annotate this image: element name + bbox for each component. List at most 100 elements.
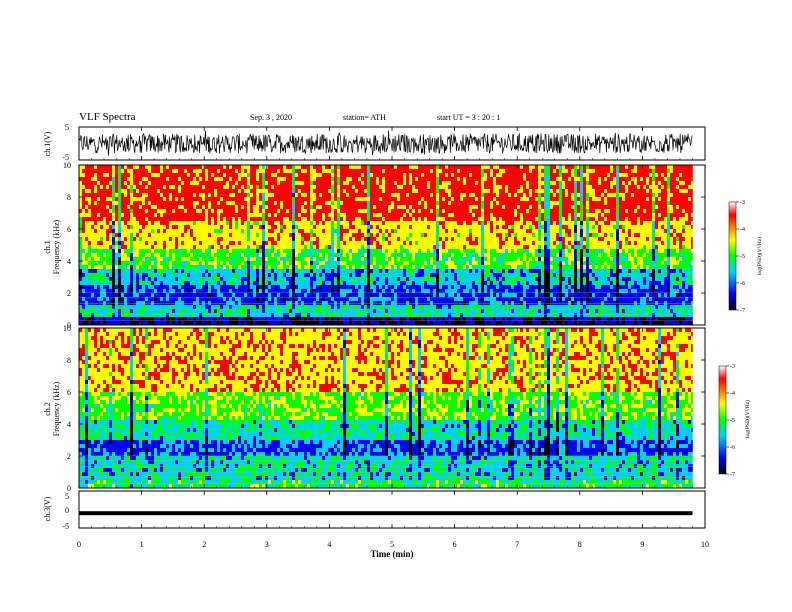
spectrogram-cell: [148, 169, 151, 173]
spectrogram-cell: [181, 261, 184, 265]
spectrogram-cell: [175, 257, 178, 261]
spectrogram-cell: [205, 245, 208, 249]
spectrogram-cell: [187, 233, 190, 237]
spectrogram-cell: [106, 277, 109, 281]
spectrogram-cell: [97, 257, 100, 261]
spectrogram-cell: [136, 181, 139, 185]
spectrogram-cell: [259, 209, 262, 213]
spectrogram-cell: [142, 165, 145, 169]
spectrogram-cell: [202, 241, 205, 245]
spectrogram-cell: [262, 169, 265, 173]
spectrogram-cell: [97, 181, 100, 185]
spectrogram-cell: [235, 225, 238, 229]
spectrogram-cell: [211, 233, 214, 237]
spectrogram-cell: [139, 209, 142, 213]
spectrogram-cell: [100, 201, 103, 205]
spectrogram-cell: [214, 237, 217, 241]
spectrogram-cell: [94, 221, 97, 225]
spectrogram-cell: [106, 181, 109, 185]
spectrogram-cell: [262, 269, 265, 273]
spectrogram-cell: [100, 229, 103, 233]
spectrogram-cell: [106, 281, 109, 285]
spectrogram-cell: [160, 245, 163, 249]
spectrogram-cell: [172, 277, 175, 281]
spectrogram-cell: [268, 213, 271, 217]
spectrogram-cell: [106, 261, 109, 265]
spectrogram-cell: [169, 233, 172, 237]
spectrogram-cell: [199, 233, 202, 237]
spectrogram-cell: [106, 221, 109, 225]
spectrogram-cell: [88, 241, 91, 245]
spectrogram-cell: [172, 253, 175, 257]
spectrogram-cell: [121, 185, 124, 189]
spectrogram-cell: [241, 177, 244, 181]
spectrogram-cell: [229, 169, 232, 173]
spectrogram-cell: [187, 241, 190, 245]
spectrogram-cell: [271, 189, 274, 193]
spectrogram-cell: [256, 213, 259, 217]
spectrogram-cell: [157, 237, 160, 241]
spectrogram-cell: [223, 253, 226, 257]
spectrogram-cell: [145, 293, 148, 297]
spectrogram-cell: [226, 225, 229, 229]
spectrogram-cell: [247, 293, 250, 297]
spectrogram-cell: [199, 173, 202, 177]
spectrogram-cell: [175, 253, 178, 257]
spectrogram-cell: [178, 225, 181, 229]
spectrogram-cell: [175, 165, 178, 169]
spectrogram-cell: [205, 177, 208, 181]
spectrogram-cell: [109, 317, 112, 321]
spectrogram-cell: [184, 273, 187, 277]
spectrogram-cell: [94, 305, 97, 309]
spectrogram-cell: [196, 237, 199, 241]
spectrogram-cell: [190, 225, 193, 229]
spectrogram-cell: [97, 237, 100, 241]
spectrogram-cell: [184, 189, 187, 193]
spectrogram-cell: [256, 269, 259, 273]
spectrogram-cell: [265, 237, 268, 241]
spectrogram-cell: [268, 261, 271, 265]
spectrogram-cell: [181, 285, 184, 289]
spectrogram-cell: [166, 249, 169, 253]
spectrogram-cell: [154, 173, 157, 177]
spectrogram-cell: [148, 177, 151, 181]
spectrogram-cell: [112, 237, 115, 241]
spectrogram-cell: [232, 225, 235, 229]
spectrogram-cell: [268, 201, 271, 205]
spectrogram-cell: [97, 197, 100, 201]
spectrogram-cell: [103, 293, 106, 297]
spectrogram-cell: [85, 317, 88, 321]
spectrogram-cell: [205, 253, 208, 257]
spectrogram-cell: [154, 265, 157, 269]
spectrogram-cell: [268, 245, 271, 249]
spectrogram-cell: [82, 201, 85, 205]
spectrogram-cell: [169, 317, 172, 321]
spectrogram-cell: [253, 305, 256, 309]
spectrogram-cell: [160, 165, 163, 169]
spectrogram-cell: [91, 165, 94, 169]
spectrogram-cell: [226, 285, 229, 289]
spectrogram-cell: [106, 193, 109, 197]
spectrogram-cell: [157, 317, 160, 321]
spectrogram-cell: [115, 305, 118, 309]
spectrogram-cell: [133, 253, 136, 257]
spectrogram-cell: [172, 313, 175, 317]
spectrogram-cell: [97, 177, 100, 181]
spectrogram-cell: [109, 285, 112, 289]
spectrogram-cell: [190, 277, 193, 281]
spectrogram-cell: [193, 253, 196, 257]
spectrogram-cell: [265, 233, 268, 237]
spectrogram-cell: [121, 237, 124, 241]
spectrogram-cell: [85, 261, 88, 265]
spectrogram-cell: [100, 253, 103, 257]
spectrogram-cell: [145, 257, 148, 261]
spectrogram-cell: [94, 165, 97, 169]
spectrogram-cell: [268, 257, 271, 261]
spectrogram-cell: [82, 185, 85, 189]
spectrogram-cell: [88, 165, 91, 169]
spectrogram-cell: [190, 249, 193, 253]
spectrogram-cell: [199, 289, 202, 293]
spectrogram-cell: [88, 229, 91, 233]
spectrogram-cell: [121, 241, 124, 245]
spectrogram-cell: [148, 241, 151, 245]
